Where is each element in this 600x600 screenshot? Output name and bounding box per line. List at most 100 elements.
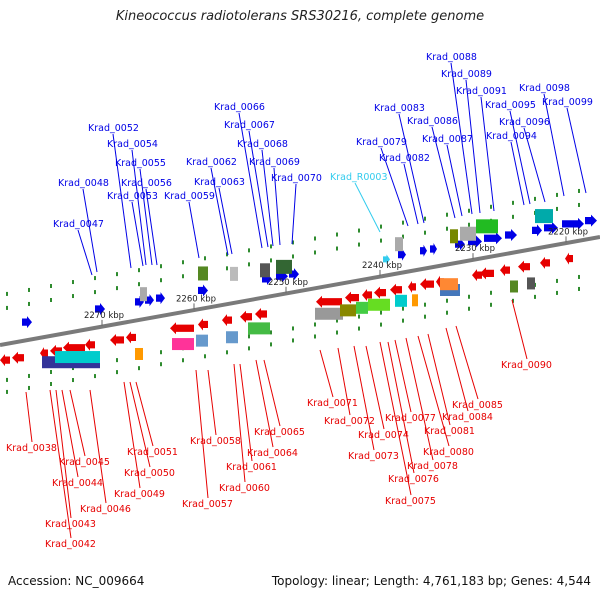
reverse-gene	[85, 338, 95, 351]
gene-label-top: Krad_0094	[486, 131, 537, 142]
tick-mark	[226, 252, 228, 257]
forward-gene	[156, 292, 165, 305]
label-leader	[239, 363, 253, 462]
forward-gene	[532, 224, 542, 237]
label-leader	[509, 110, 531, 205]
reverse-gene	[540, 256, 550, 269]
label-leader	[566, 107, 587, 194]
label-leader	[218, 187, 233, 255]
reverse-gene	[480, 267, 494, 280]
label-leader	[210, 167, 229, 256]
gene-label-bottom: Krad_0077	[385, 413, 436, 424]
tick-mark	[446, 310, 448, 315]
label-leader	[139, 168, 153, 266]
gene-label-bottom: Krad_0057	[182, 499, 233, 510]
tick-mark	[336, 232, 338, 237]
forward-gene	[22, 316, 32, 329]
tick-mark	[578, 274, 580, 279]
reverse-gene	[472, 269, 482, 282]
reverse-gene	[126, 331, 136, 344]
map-title: Kineococcus radiotolerans SRS30216, comp…	[115, 9, 485, 24]
forward-gene	[420, 244, 427, 257]
tick-mark	[138, 366, 140, 371]
tick-mark	[72, 378, 74, 383]
gene-label-top: Krad_0099	[542, 97, 593, 108]
forward-gene	[198, 284, 208, 297]
tick-mark	[6, 291, 8, 296]
tick-mark	[94, 276, 96, 281]
tick-mark	[72, 280, 74, 285]
tick-mark	[94, 374, 96, 379]
gene-label-top: Krad_0091	[456, 86, 507, 97]
label-leader	[129, 381, 151, 468]
label-leader	[207, 369, 217, 436]
tick-mark	[292, 254, 294, 259]
tick-mark	[424, 216, 426, 221]
tick-mark	[94, 290, 96, 295]
tick-mark	[50, 284, 52, 288]
cog-box	[412, 294, 418, 307]
label-leader	[255, 359, 274, 448]
cog-box	[510, 280, 518, 293]
gene-label-top: Krad_0069	[249, 157, 300, 168]
gene-label-top: Krad_0062	[186, 157, 237, 168]
forward-gene	[505, 229, 517, 242]
reverse-gene	[408, 280, 416, 293]
reverse-gene	[40, 347, 48, 360]
tick-mark	[534, 196, 536, 201]
tick-mark	[270, 244, 272, 249]
tick-mark	[248, 346, 250, 351]
gene-label-top: Krad_0054	[107, 139, 158, 150]
gene-label-bottom: Krad_0060	[219, 483, 270, 494]
tick-mark	[468, 208, 470, 213]
backbone-layer	[0, 235, 600, 347]
forward-gene	[544, 221, 558, 234]
scale-label: 2220 kbp	[548, 227, 588, 237]
cog-box	[440, 278, 458, 291]
label-layer: 2270 kbp 2260 kbp 2250 kbp 2240 kbp 2230 kbp…	[6, 52, 593, 550]
tick-mark	[292, 240, 294, 245]
tick-mark	[204, 256, 206, 261]
cog-box	[395, 294, 407, 307]
tick-mark	[380, 322, 382, 327]
gene-label-top: Krad_0088	[426, 52, 477, 63]
cog-box	[315, 307, 343, 320]
cog-box	[340, 304, 356, 317]
scale-label: 2260 kbp	[176, 294, 216, 304]
label-leader	[511, 299, 528, 360]
tick-mark	[490, 204, 492, 209]
tick-mark	[182, 274, 184, 279]
tick-mark	[160, 350, 162, 355]
feature-layer	[0, 209, 597, 369]
label-leader	[123, 381, 141, 489]
gene-label-bottom: Krad_0046	[80, 504, 131, 515]
cog-box	[135, 347, 143, 360]
label-leader	[431, 126, 456, 219]
reverse-gene	[170, 322, 194, 335]
reverse-gene	[110, 333, 124, 346]
label-leader	[354, 182, 381, 233]
gene-label-top: Krad_0089	[441, 69, 492, 80]
scale-label: 2250 kbp	[268, 278, 308, 288]
reverse-gene	[362, 288, 372, 301]
tick-mark	[468, 294, 470, 299]
gene-label-top: Krad_0053	[107, 191, 158, 202]
scale-label: 2270 kbp	[84, 311, 124, 321]
label-leader	[465, 79, 481, 214]
tick-mark	[402, 220, 404, 225]
tick-mark	[314, 250, 316, 255]
gene-label-bottom: Krad_0085	[452, 400, 503, 411]
gene-label-bottom: Krad_0038	[6, 443, 57, 454]
reverse-gene	[390, 283, 402, 296]
tick-mark	[512, 298, 514, 303]
tick-mark	[402, 306, 404, 311]
cog-box	[140, 287, 147, 302]
tick-mark	[138, 282, 140, 287]
gene-label-bottom: Krad_0076	[388, 474, 439, 485]
tick-mark	[50, 382, 52, 386]
cog-box	[198, 266, 208, 281]
tick-mark	[402, 318, 404, 323]
gene-label-bottom: Krad_0044	[52, 478, 103, 489]
tick-mark	[358, 242, 360, 247]
